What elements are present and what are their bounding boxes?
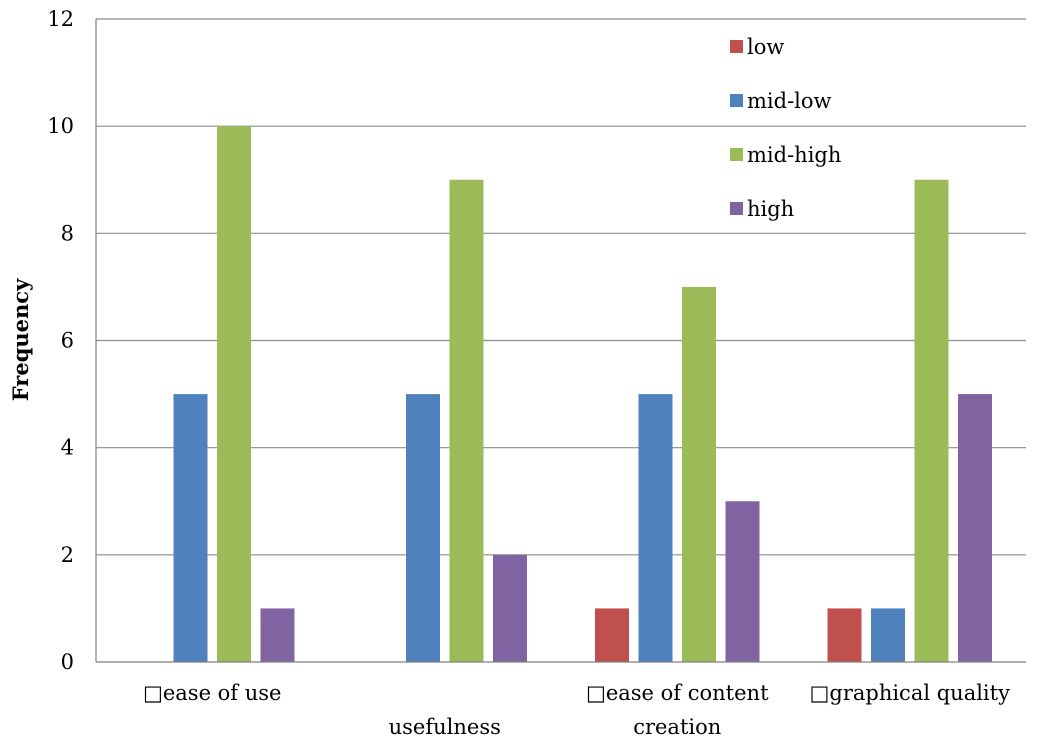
legend-label: mid-low [747, 89, 832, 113]
bar-mid-high [914, 179, 949, 662]
bar-mid-high [217, 126, 251, 662]
bar-high [958, 394, 992, 662]
bar-low [595, 608, 629, 662]
bars [173, 126, 992, 662]
category-label: usefulness [389, 715, 501, 739]
y-tick-label: 4 [61, 436, 74, 460]
bar-mid-low [173, 394, 208, 662]
category-label: □graphical quality [810, 681, 1011, 705]
legend-swatch [730, 40, 743, 53]
y-tick-label: 10 [47, 114, 74, 138]
category-labels: □ease of use usefulness □ease of content cr… [143, 681, 1010, 739]
category-label: □ease of use [143, 681, 282, 705]
y-tick-label: 6 [61, 329, 74, 353]
bar-high [725, 501, 760, 662]
bar-mid-low [406, 394, 440, 662]
legend-label: low [747, 35, 784, 59]
category-label: creation [633, 715, 721, 739]
legend-label: mid-high [747, 143, 841, 167]
legend: low mid-low mid-high high [730, 35, 841, 221]
y-tick-label: 12 [47, 7, 74, 31]
bar-high [260, 608, 295, 662]
legend-swatch [730, 148, 743, 161]
bar-mid-high [682, 286, 716, 662]
y-tick-label: 2 [61, 543, 74, 567]
bar-mid-low [638, 394, 673, 662]
legend-swatch [730, 94, 743, 107]
bar-mid-low [871, 608, 905, 662]
y-tick-label: 8 [61, 221, 74, 245]
bar-mid-high [449, 179, 484, 662]
bar-low [827, 608, 862, 662]
legend-swatch [730, 202, 743, 215]
category-label: □ease of content [586, 681, 769, 705]
bar-high [493, 554, 527, 662]
legend-label: high [747, 197, 794, 221]
y-axis-title: Frequency [8, 278, 33, 401]
y-tick-labels: 0 2 4 6 8 10 12 [47, 7, 74, 674]
y-tick-label: 0 [61, 650, 74, 674]
